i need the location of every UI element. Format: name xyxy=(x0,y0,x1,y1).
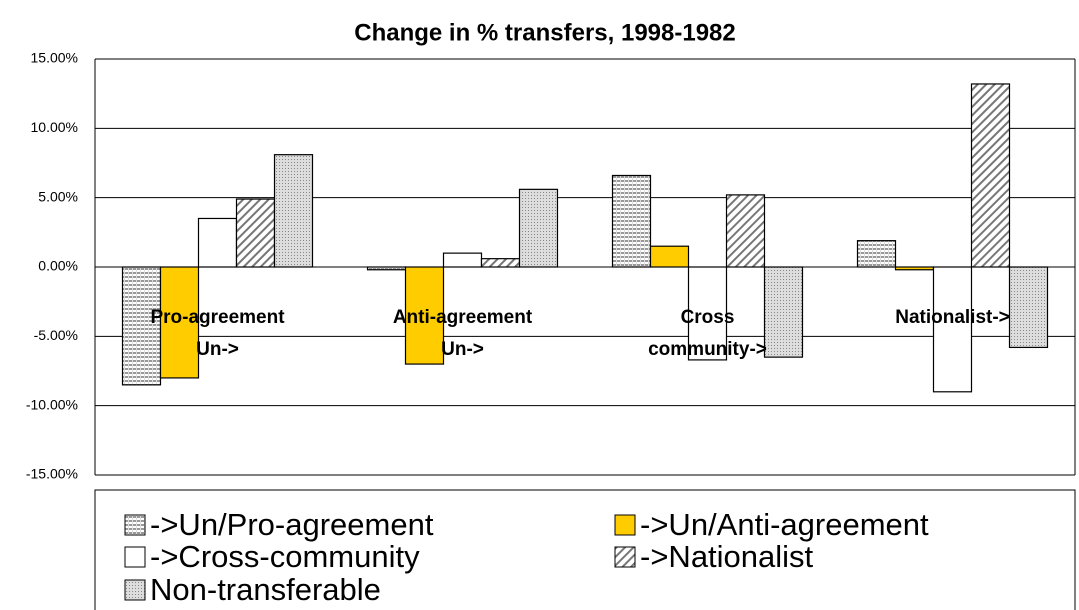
legend-swatch xyxy=(124,579,146,601)
bar xyxy=(442,252,483,268)
bar xyxy=(725,194,766,268)
bar xyxy=(480,258,521,268)
bar xyxy=(687,266,728,361)
bar xyxy=(197,217,238,268)
legend-swatch xyxy=(124,546,146,568)
legend-label: ->Nationalist xyxy=(640,539,814,574)
y-tick-label: -15.00% xyxy=(26,466,78,482)
y-tick-label: -10.00% xyxy=(26,396,78,412)
x-tick-label: Nationalist-> xyxy=(895,307,1010,328)
y-tick-label: 15.00% xyxy=(31,50,78,66)
bar xyxy=(763,266,804,358)
bar xyxy=(932,266,973,393)
x-tick-label: Pro-agreement Un-> xyxy=(150,307,285,360)
legend-swatch xyxy=(124,514,146,536)
bar xyxy=(404,266,445,365)
bar xyxy=(366,266,407,271)
bar xyxy=(894,266,935,271)
x-tick-label: Cross community-> xyxy=(648,307,767,360)
legend-label: ->Cross-community xyxy=(150,539,420,574)
bar xyxy=(235,198,276,268)
y-tick-label: -5.00% xyxy=(34,327,78,343)
y-tick-label: 10.00% xyxy=(31,119,78,135)
chart-title: Change in % transfers, 1998-1982 xyxy=(354,19,736,46)
y-tick-label: 5.00% xyxy=(38,188,78,204)
bar xyxy=(518,188,559,268)
bar xyxy=(121,266,162,386)
bar xyxy=(649,245,690,268)
bar xyxy=(273,154,314,268)
bar xyxy=(1008,266,1049,349)
legend-swatch xyxy=(614,514,636,536)
bar xyxy=(970,83,1011,268)
legend-swatch xyxy=(614,546,636,568)
bar xyxy=(159,266,200,379)
y-tick-label: 0.00% xyxy=(38,258,78,274)
bar xyxy=(611,174,652,268)
legend-label: ->Un/Pro-agreement xyxy=(150,507,434,542)
legend-label: ->Un/Anti-agreement xyxy=(640,507,929,542)
bar xyxy=(856,240,897,268)
legend-label: Non-transferable xyxy=(150,572,381,607)
x-tick-label: Anti-agreement Un-> xyxy=(393,307,533,360)
legend xyxy=(94,489,1076,610)
